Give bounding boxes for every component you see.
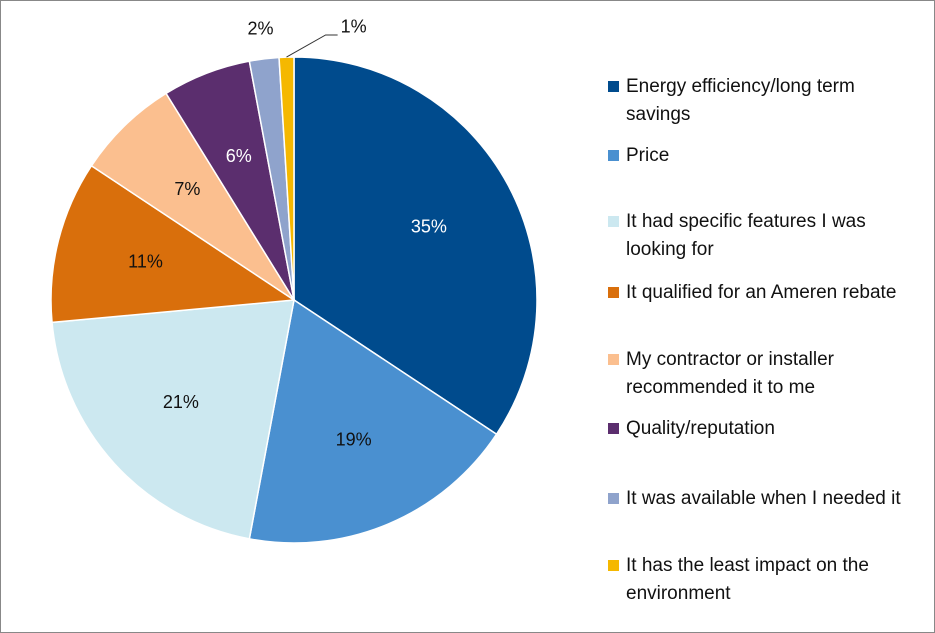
legend-label: It qualified for an Ameren rebate [626, 282, 897, 303]
leader-line [286, 34, 338, 58]
data-label: 35% [411, 216, 447, 236]
pie-area: 35% 19% 21% 11% 7% 6% 2% 1% [50, 17, 538, 544]
legend-item: Energy efficiency/long term savings [608, 73, 918, 129]
legend-item: Price [608, 142, 918, 170]
data-label: 11% [128, 251, 163, 271]
legend-label: It had specific features I was looking f… [626, 211, 866, 260]
legend-item: It had specific features I was looking f… [608, 208, 918, 264]
data-label: 21% [163, 392, 199, 412]
legend-swatch [608, 216, 619, 227]
pie-slice [248, 298, 498, 544]
data-label: 1% [341, 17, 367, 37]
legend-swatch [608, 354, 619, 365]
legend-item: It was available when I needed it [608, 485, 918, 513]
legend-swatch [608, 493, 619, 504]
legend-swatch [608, 287, 619, 298]
legend-swatch [608, 560, 619, 571]
legend-swatch [608, 81, 619, 92]
legend-label: It has the least impact on the environme… [626, 555, 869, 604]
legend-label: Energy efficiency/long term savings [626, 76, 855, 125]
data-label: 7% [174, 179, 200, 199]
legend-swatch [608, 423, 619, 434]
pie-slice [51, 299, 295, 540]
legend-label: It was available when I needed it [626, 488, 901, 509]
data-label: 19% [336, 430, 372, 450]
pie-slice [50, 164, 297, 324]
legend-item: Quality/reputation [608, 415, 918, 443]
data-label: 6% [226, 146, 252, 166]
legend-swatch [608, 150, 619, 161]
legend-item: It qualified for an Ameren rebate [608, 279, 918, 307]
pie-slice [90, 92, 295, 301]
legend-item: It has the least impact on the environme… [608, 552, 918, 608]
legend-label: Price [626, 145, 670, 166]
legend-label: Quality/reputation [626, 418, 775, 439]
legend-label: My contractor or installer recommended i… [626, 349, 835, 398]
legend-item: My contractor or installer recommended i… [608, 346, 918, 402]
data-label: 2% [248, 19, 274, 39]
